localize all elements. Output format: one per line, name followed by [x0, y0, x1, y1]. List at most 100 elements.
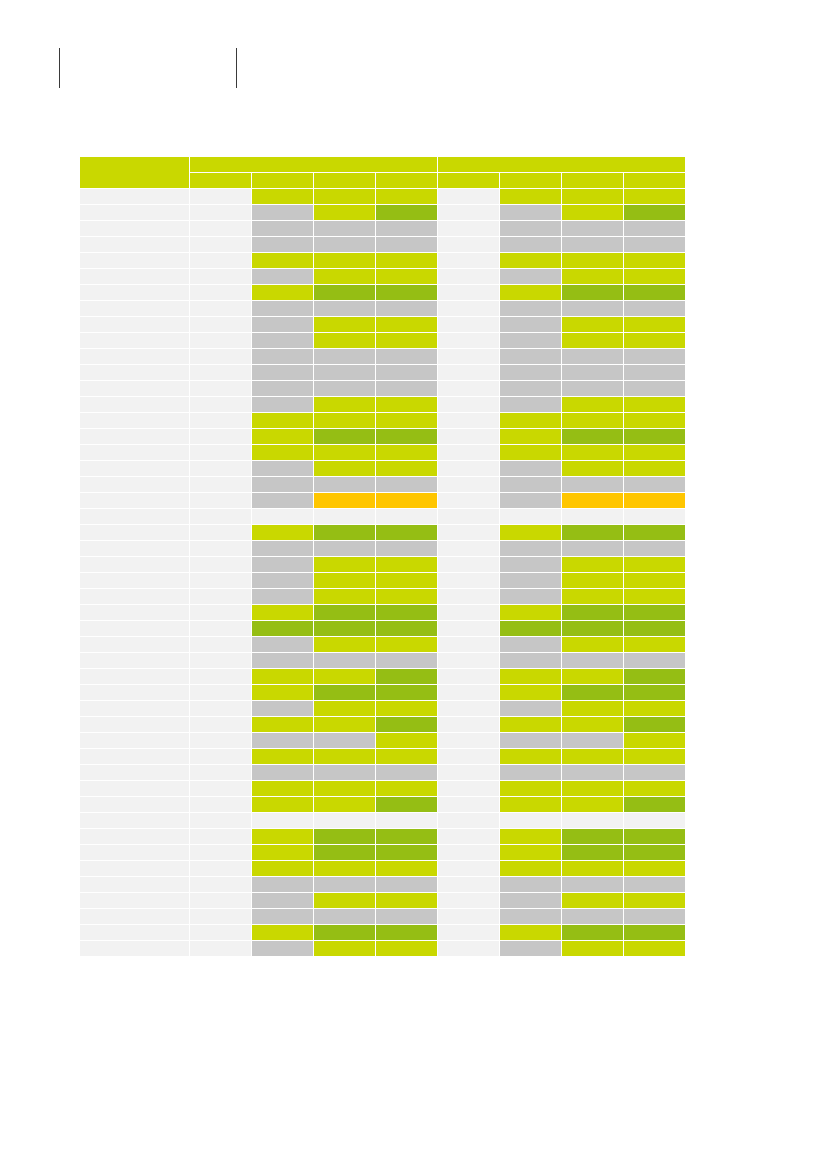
rating-cell-grey	[251, 940, 314, 957]
rating-cell-none	[623, 812, 686, 829]
blank-cell	[437, 780, 500, 797]
rating-cell-lime	[561, 316, 624, 333]
blank-cell	[189, 620, 252, 637]
rating-cell-lime	[313, 396, 376, 413]
blank-cell	[189, 764, 252, 781]
rating-cell-grey	[313, 908, 376, 925]
row-label	[79, 508, 190, 525]
rating-cell-grey	[251, 572, 314, 589]
blank-cell	[189, 588, 252, 605]
table-row	[79, 428, 686, 445]
blank-cell	[189, 492, 252, 509]
rating-cell-grey	[375, 380, 438, 397]
row-label	[79, 668, 190, 685]
rating-cell-none	[313, 508, 376, 525]
rating-cell-lime	[251, 428, 314, 445]
rating-cell-grey	[251, 636, 314, 653]
rating-cell-lime	[313, 204, 376, 221]
table-row	[79, 668, 686, 685]
blank-cell	[189, 844, 252, 861]
rating-cell-lime	[623, 556, 686, 573]
blank-cell	[437, 348, 500, 365]
rating-cell-lime	[499, 668, 562, 685]
rating-cell-grey	[375, 236, 438, 253]
table-row	[79, 476, 686, 493]
rating-cell-lime	[623, 412, 686, 429]
blank-cell	[189, 556, 252, 573]
rating-cell-grey	[251, 348, 314, 365]
rating-cell-grey	[561, 652, 624, 669]
rating-cell-green	[561, 844, 624, 861]
rating-cell-lime	[623, 780, 686, 797]
row-label	[79, 188, 190, 205]
rating-cell-grey	[251, 908, 314, 925]
blank-cell	[189, 924, 252, 941]
blank-cell	[189, 812, 252, 829]
rating-cell-grey	[251, 268, 314, 285]
row-label	[79, 636, 190, 653]
rating-cell-lime	[375, 892, 438, 909]
table-row	[79, 540, 686, 557]
blank-cell	[189, 604, 252, 621]
rating-cell-green	[623, 604, 686, 621]
rating-cell-lime	[375, 444, 438, 461]
rating-cell-lime	[499, 412, 562, 429]
rating-cell-lime	[313, 444, 376, 461]
row-label	[79, 316, 190, 333]
rating-cell-grey	[313, 652, 376, 669]
rating-cell-lime	[251, 780, 314, 797]
blank-cell	[189, 268, 252, 285]
row-label	[79, 604, 190, 621]
rating-cell-lime	[623, 940, 686, 957]
rating-cell-green	[375, 796, 438, 813]
blank-cell	[189, 188, 252, 205]
blank-cell	[437, 764, 500, 781]
blank-cell	[437, 412, 500, 429]
rating-cell-grey	[561, 764, 624, 781]
blank-cell	[189, 892, 252, 909]
rating-cell-grey	[251, 492, 314, 509]
rating-cell-lime	[251, 412, 314, 429]
rating-cell-lime	[313, 796, 376, 813]
rating-cell-green	[313, 924, 376, 941]
table-body	[79, 188, 686, 957]
rating-cell-lime	[375, 588, 438, 605]
table-row	[79, 380, 686, 397]
rating-cell-grey	[623, 348, 686, 365]
rating-cell-lime	[313, 572, 376, 589]
blank-cell	[189, 860, 252, 877]
rating-cell-green	[561, 684, 624, 701]
rating-cell-lime	[313, 780, 376, 797]
row-label	[79, 476, 190, 493]
rating-cell-green	[623, 204, 686, 221]
rating-cell-grey	[499, 380, 562, 397]
table-row	[79, 700, 686, 717]
rating-cell-lime	[499, 924, 562, 941]
rating-cell-lime	[499, 444, 562, 461]
rating-cell-green	[561, 428, 624, 445]
table-row	[79, 908, 686, 925]
blank-cell	[189, 236, 252, 253]
blank-cell	[189, 460, 252, 477]
rating-cell-grey	[251, 732, 314, 749]
header-row-groups	[79, 156, 686, 189]
table-row	[79, 316, 686, 333]
row-label	[79, 332, 190, 349]
blank-cell	[189, 828, 252, 845]
rating-cell-green	[561, 604, 624, 621]
table-row	[79, 236, 686, 253]
rating-cell-lime	[499, 780, 562, 797]
rating-cell-lime	[499, 844, 562, 861]
rating-cell-lime	[499, 860, 562, 877]
row-label	[79, 892, 190, 909]
row-label	[79, 524, 190, 541]
rating-cell-lime	[561, 892, 624, 909]
table-row	[79, 220, 686, 237]
rating-cell-lime	[375, 860, 438, 877]
rating-cell-lime	[561, 780, 624, 797]
rating-cell-green	[561, 284, 624, 301]
rating-cell-lime	[251, 668, 314, 685]
rating-cell-grey	[313, 300, 376, 317]
rating-cell-grey	[561, 732, 624, 749]
rating-cell-green	[375, 620, 438, 637]
